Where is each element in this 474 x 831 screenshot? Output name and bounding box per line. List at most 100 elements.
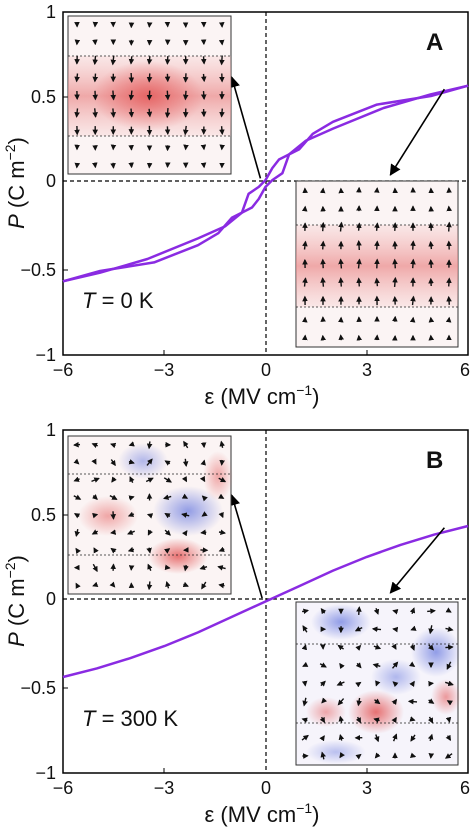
dipole-arrow [337, 698, 345, 706]
x-tick-label: 0 [261, 360, 271, 380]
dipole-arrow [407, 698, 418, 705]
dipole-arrow [428, 222, 434, 231]
dipole-arrow [409, 680, 415, 687]
dipole-arrow [92, 581, 99, 588]
dipole-arrows [301, 186, 453, 341]
dipole-arrow [219, 440, 225, 448]
series-line-1 [62, 524, 469, 679]
dipole-arrow [409, 644, 415, 651]
dipole-arrow [93, 547, 99, 554]
dipole-arrow [409, 661, 416, 667]
series-line-2 [62, 84, 469, 283]
series-line-1 [62, 84, 469, 283]
x-tick-label: 0 [261, 778, 271, 798]
dipole-arrow [165, 581, 171, 589]
dipole-arrow [146, 581, 153, 591]
dipole-arrow [146, 108, 153, 118]
dipole-arrow [354, 626, 363, 632]
dipole-arrow [201, 581, 207, 590]
dipole-arrow [374, 752, 381, 759]
dipole-arrow [320, 751, 326, 760]
dipole-arrow [338, 221, 344, 232]
dipole-arrow [219, 459, 225, 466]
dipole-arrow [109, 581, 116, 588]
dipole-arrow [336, 680, 345, 686]
dipole-arrow [339, 662, 345, 670]
dipole-arrow [410, 258, 416, 269]
dipole-arrow [164, 548, 171, 554]
dipole-arrow [374, 240, 380, 250]
dipole-arrow [391, 716, 397, 724]
dipole-arrow [320, 608, 327, 615]
dipole-arrow [127, 529, 135, 535]
y-tick-label: 1 [46, 2, 56, 22]
dipole-arrow [182, 458, 189, 468]
annotation-arrow-2 [389, 88, 446, 176]
dipole-arrow [92, 512, 99, 519]
dipole-arrow [427, 608, 436, 614]
y-axis-label: P (C m−2) [2, 137, 29, 229]
dipole-arrow [128, 56, 135, 65]
dipole-arrow [146, 441, 153, 450]
dipole-arrow [164, 564, 171, 571]
dipole-arrow [338, 734, 345, 741]
dipole-arrow [446, 700, 453, 706]
dipole-arrow [428, 258, 434, 268]
x-tick-label: −6 [53, 778, 74, 798]
dipole-arrow [110, 547, 117, 554]
dipole-arrow [181, 493, 189, 499]
inset-upper-band [295, 180, 459, 348]
dipole-arrow [445, 644, 454, 651]
annotation-arrow-1 [229, 494, 263, 599]
dipole-arrow [373, 717, 380, 723]
y-tick-label: −1 [35, 345, 56, 365]
dipole-arrow [127, 511, 135, 517]
y-tick-label: −1 [35, 763, 56, 783]
dipole-arrow [445, 716, 452, 723]
dipole-arrow [110, 55, 117, 66]
dipole-arrow [92, 162, 98, 169]
dipole-arrow [92, 563, 98, 573]
dipole-arrow [302, 240, 308, 250]
dipole-arrow [145, 477, 154, 483]
x-tick-labels: −6 −3 0 3 6 [53, 778, 470, 798]
dipole-arrow [163, 477, 172, 483]
y-tick-label: 1 [46, 420, 56, 440]
dipole-arrow [392, 276, 398, 287]
dipole-arrow [301, 644, 308, 651]
dipole-arrow [319, 735, 325, 742]
y-tick-label: 0 [46, 171, 56, 191]
x-tick-label: 6 [460, 360, 470, 380]
dipole-arrow [74, 108, 80, 118]
dipole-arrow [128, 459, 135, 465]
dipole-arrow [147, 529, 153, 536]
dipole-arrow [75, 547, 81, 554]
dipole-arrow [128, 72, 135, 84]
dipole-arrow [200, 442, 207, 449]
dipole-arrow [446, 295, 452, 305]
x-axis-label: ε (MV cm−1) [205, 382, 320, 409]
dipole-arrow [445, 607, 452, 613]
panel-letter: A [426, 29, 443, 56]
dipole-arrow [301, 717, 308, 723]
dipole-arrow [356, 222, 362, 231]
x-tick-label: 3 [362, 360, 372, 380]
dipole-arrow [338, 258, 344, 269]
dipole-arrow [356, 697, 362, 707]
dipole-arrow [374, 222, 380, 231]
dipole-arrow [73, 494, 82, 500]
dipole-arrow [321, 697, 328, 704]
dipole-arrow [392, 609, 399, 615]
y-tick-marks [63, 96, 68, 271]
dipole-arrow [356, 606, 362, 615]
dipole-arrow [200, 56, 207, 65]
dipole-arrow [392, 733, 398, 742]
dipole-arrow [110, 108, 117, 118]
annotation-arrows [229, 494, 445, 599]
dipole-arrow [356, 239, 362, 251]
dipole-arrow [181, 512, 190, 518]
dipole-arrow [355, 681, 362, 688]
dipole-arrow [319, 680, 326, 687]
inset-disordered-right [295, 601, 461, 766]
dipole-arrow [181, 476, 188, 483]
